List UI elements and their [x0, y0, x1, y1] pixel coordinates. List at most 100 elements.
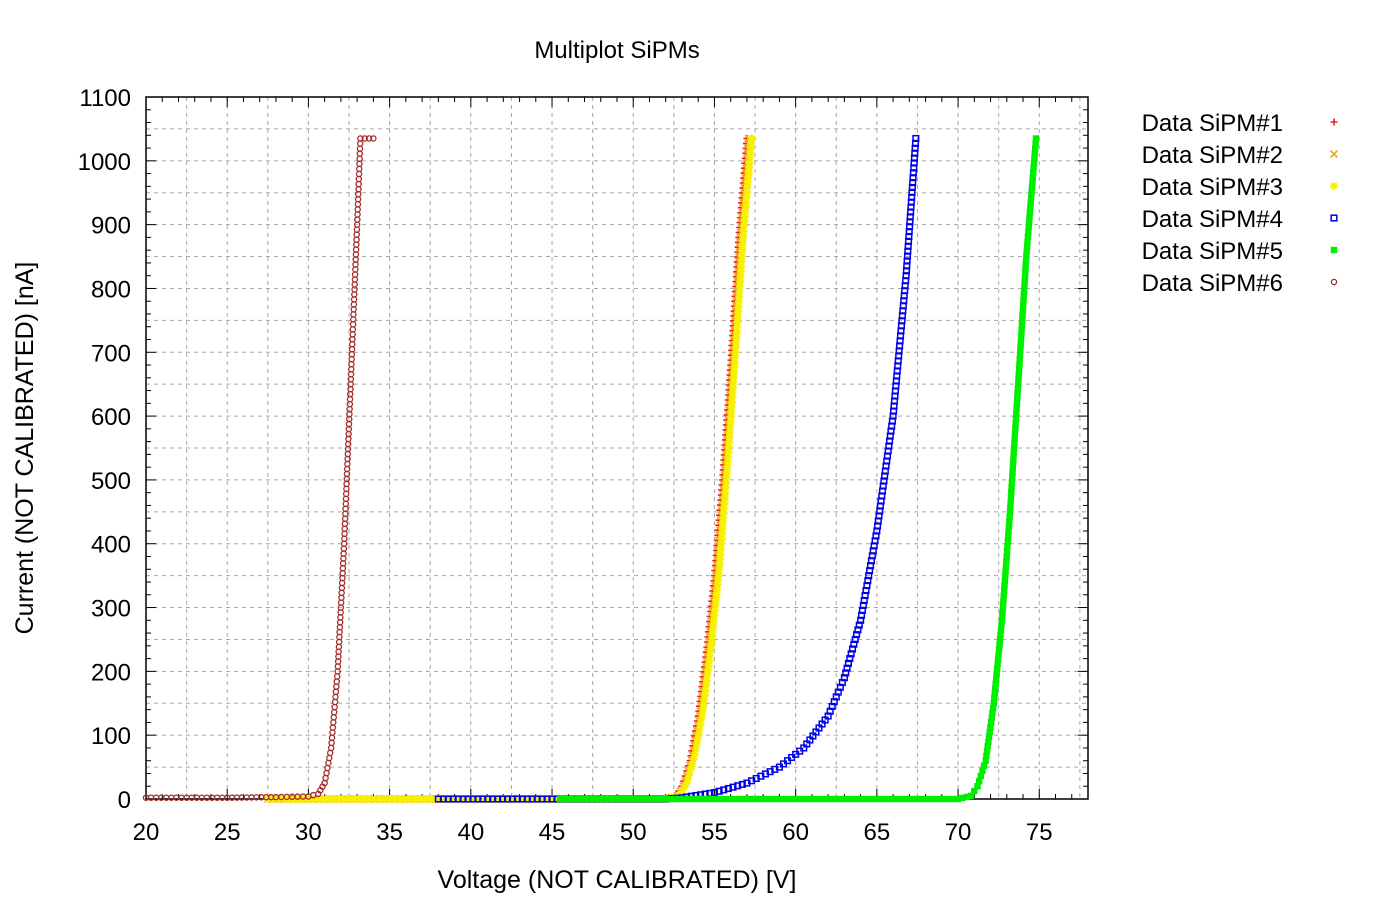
- data-point: [1015, 376, 1022, 383]
- data-point: [354, 201, 362, 208]
- data-point: [971, 787, 978, 795]
- data-point: [332, 688, 340, 696]
- data-point: [725, 428, 734, 437]
- data-point: [693, 735, 702, 744]
- data-point: [522, 795, 531, 803]
- data-point: [502, 795, 511, 803]
- data-point: [745, 163, 754, 172]
- data-point: [737, 252, 746, 261]
- y-axis-label: Current (NOT CALIBRATED) [nA]: [11, 262, 39, 635]
- data-point: [792, 795, 799, 803]
- data-point: [356, 155, 363, 163]
- data-point: [684, 774, 693, 783]
- data-point: [1007, 493, 1015, 501]
- data-point: [356, 140, 364, 147]
- data-point: [716, 555, 725, 564]
- data-point: [855, 621, 863, 629]
- data-point: [1017, 346, 1024, 354]
- data-point: [995, 651, 1002, 658]
- data-point: [991, 690, 998, 697]
- data-point: [421, 795, 430, 803]
- data-point: [741, 795, 749, 803]
- data-point: [731, 795, 738, 803]
- data-point: [708, 631, 717, 640]
- data-point: [1010, 444, 1018, 452]
- data-point: [370, 135, 377, 142]
- data-point: [710, 611, 719, 620]
- x-axis-label: Voltage (NOT CALIBRATED) [V]: [438, 866, 797, 894]
- data-point: [671, 795, 678, 803]
- data-point: [842, 669, 850, 677]
- data-point: [1014, 385, 1022, 393]
- data-point: [824, 712, 832, 720]
- data-point: [1031, 150, 1039, 157]
- data-point: [1015, 371, 1022, 378]
- data-point: [983, 752, 990, 760]
- data-point: [999, 607, 1006, 614]
- data-point: [787, 795, 794, 803]
- data-point: [380, 795, 389, 803]
- data-point: [1009, 469, 1016, 476]
- data-point: [728, 388, 737, 397]
- x-tick-labels: 20 25 30 35 40 45 50 55 60 65 70 75: [133, 819, 1053, 846]
- data-point: [601, 795, 609, 803]
- legend-label: Data SiPM#1: [1142, 110, 1283, 137]
- data-point: [611, 795, 619, 803]
- data-point: [1329, 149, 1339, 159]
- data-point: [1008, 484, 1015, 491]
- data-point: [730, 368, 739, 377]
- y-tick-label: 100: [91, 723, 131, 750]
- data-point: [919, 795, 926, 803]
- data-point: [977, 772, 985, 780]
- data-point: [716, 795, 723, 803]
- data-point: [1009, 474, 1016, 481]
- data-point: [1023, 248, 1030, 255]
- data-point: [734, 297, 743, 306]
- data-point: [740, 212, 749, 221]
- data-point: [746, 795, 754, 803]
- data-point: [834, 688, 842, 696]
- data-point: [740, 222, 749, 231]
- data-point: [734, 782, 742, 790]
- data-point: [566, 795, 574, 803]
- data-point: [751, 795, 759, 803]
- data-point: [706, 646, 715, 655]
- data-point: [1021, 277, 1028, 285]
- data-point: [1016, 351, 1024, 358]
- data-point: [355, 170, 363, 178]
- data-point: [737, 262, 746, 271]
- data-point: [1330, 118, 1338, 126]
- data-point: [743, 178, 752, 187]
- data-point: [826, 707, 834, 715]
- legend-marker: [1330, 246, 1338, 254]
- data-point: [333, 683, 340, 690]
- data-point: [1022, 258, 1030, 265]
- data-point: [361, 135, 368, 142]
- data-point: [331, 703, 338, 711]
- data-point: [999, 602, 1007, 609]
- data-point: [621, 795, 629, 803]
- data-point: [1027, 199, 1034, 206]
- legend-marker: [1330, 278, 1338, 286]
- x-tick-label: 40: [457, 819, 484, 846]
- data-point: [686, 764, 695, 773]
- data-point: [711, 795, 718, 803]
- data-point: [722, 478, 731, 487]
- data-point: [685, 769, 694, 778]
- x-tick-label: 35: [376, 819, 403, 846]
- data-point: [847, 650, 855, 658]
- data-point: [989, 704, 997, 712]
- data-point: [851, 635, 859, 644]
- data-point: [636, 795, 643, 803]
- data-point: [1012, 420, 1019, 427]
- data-point: [1010, 454, 1017, 462]
- data-point: [733, 323, 742, 332]
- data-point: [720, 503, 729, 512]
- data-point: [843, 664, 851, 672]
- data-point: [718, 519, 727, 528]
- data-point: [812, 795, 820, 803]
- data-point: [733, 312, 742, 321]
- data-point: [701, 686, 710, 695]
- data-point: [331, 698, 339, 706]
- data-point: [974, 783, 981, 790]
